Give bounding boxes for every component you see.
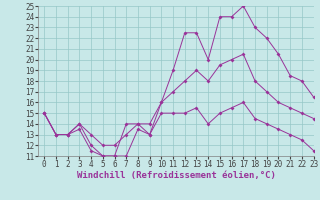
X-axis label: Windchill (Refroidissement éolien,°C): Windchill (Refroidissement éolien,°C) <box>76 171 276 180</box>
